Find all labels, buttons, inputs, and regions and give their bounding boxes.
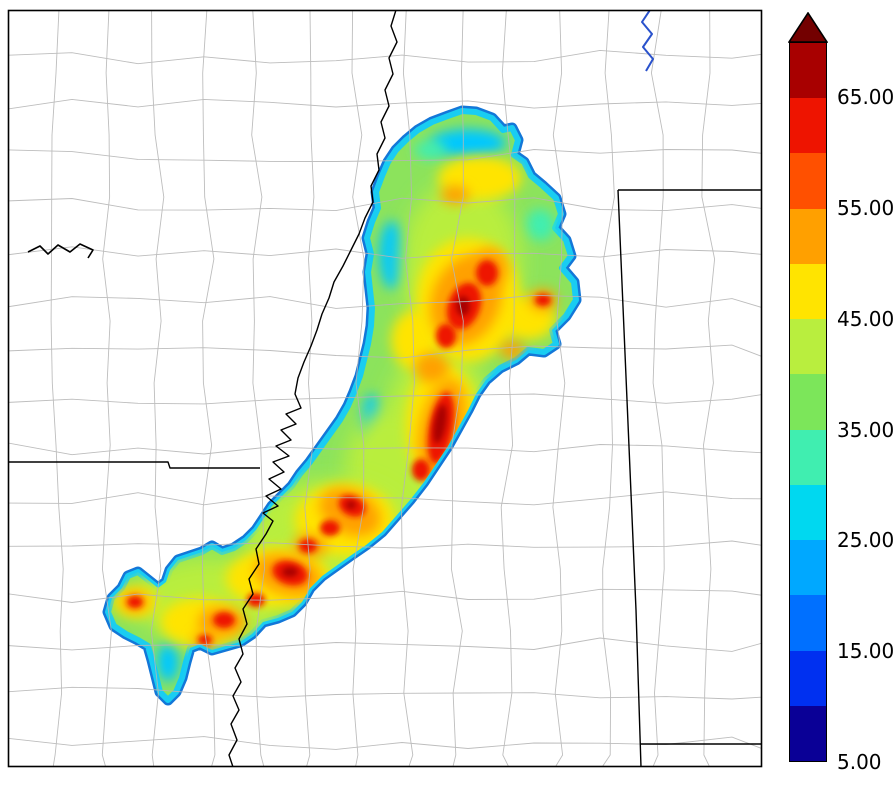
county-boundary-line [9,197,761,212]
colorbar-segment [790,429,826,485]
colorbar-tick-label: 65.00 [837,85,894,110]
heatmap-hotspot [433,404,447,444]
county-boundary-line [50,11,64,766]
heatmap-hotspot [415,353,449,383]
map-frame [7,9,763,768]
county-boundary-line [650,11,665,766]
county-boundary-line [9,149,761,162]
colorbar-segment [790,208,826,264]
county-boundary-line [9,442,761,456]
colorbar-segment [790,98,826,154]
county-boundary-line [9,98,761,110]
state-borders [9,11,761,766]
county-boundary-line [500,11,516,766]
colorbar-tick-label: 35.00 [837,417,894,442]
colorbar-gradient [789,42,827,762]
county-boundary-line [9,294,761,309]
county-boundary-line [9,736,761,750]
heatmap-hotspot [456,296,470,316]
county-boundary-line [552,11,566,766]
colorbar-tick-label: 25.00 [837,528,894,553]
state-border-east [617,189,642,766]
colorbar-segment [790,650,826,706]
colorbar-tick-label: 5.00 [837,750,882,774]
county-boundary-line [101,11,112,766]
colorbar-segment [790,705,826,762]
heatmap-hotspot [127,596,143,608]
colorbar-tick-label: 45.00 [837,306,894,331]
county-boundary-line [303,11,315,766]
county-boundary-line [9,491,761,506]
heatmap-hotspot [436,324,456,348]
heatmap-hotspot [198,635,212,645]
heatmap-hotspot [346,501,356,509]
county-boundary-line [150,11,165,766]
colorbar-arrow-shape [788,12,828,43]
colorbar-segment [790,595,826,651]
heatmap-hotspot [157,642,179,682]
heatmap-hotspot [535,294,551,306]
colorbar-segment [790,319,826,375]
county-boundary-line [9,49,761,65]
county-boundary-line [9,393,761,405]
colorbar-over-arrow [788,12,828,43]
river-squiggle-northwest [27,243,94,259]
colorbar-tick-label: 55.00 [837,196,894,221]
county-grid [9,11,761,766]
colorbar-tick-label: 15.00 [837,639,894,664]
colorbar-segment [790,43,826,99]
county-boundary-line [202,11,216,766]
heatmap-hotspot [213,612,235,628]
colorbar-segment [790,374,826,430]
heatmap-hotspot [282,567,298,577]
county-boundary-line [9,246,761,259]
colorbar-segment [790,153,826,209]
county-boundary-line [9,637,761,652]
state-border-west [9,461,260,469]
county-boundary-line [9,686,761,700]
heatmap-hotspot [414,141,446,159]
basin-region [102,105,582,706]
county-boundary-line [602,11,615,766]
heatmap-hotspot [412,459,430,481]
county-boundary-line [401,11,415,766]
county-boundary-line [9,588,761,603]
county-boundary-line [251,11,265,766]
river-squiggle-northeast [641,11,654,72]
heatmap-hotspot [320,520,340,536]
heatmap-hotspot [379,221,405,289]
colorbar-segment [790,484,826,541]
colorbar-segment [790,263,826,320]
county-boundary-line [450,11,464,766]
county-boundary-line [701,11,716,766]
heatmap-hotspot [525,209,555,241]
colorbar-segment [790,540,826,596]
county-boundary-line [9,344,761,359]
county-boundary-line [351,11,365,766]
heatmap-hotspot [441,186,469,204]
mississippi-river-border [228,11,398,766]
heatmap-hotspot [476,260,498,286]
county-boundary-line [9,540,761,549]
heatmap-hotspot [430,129,506,157]
